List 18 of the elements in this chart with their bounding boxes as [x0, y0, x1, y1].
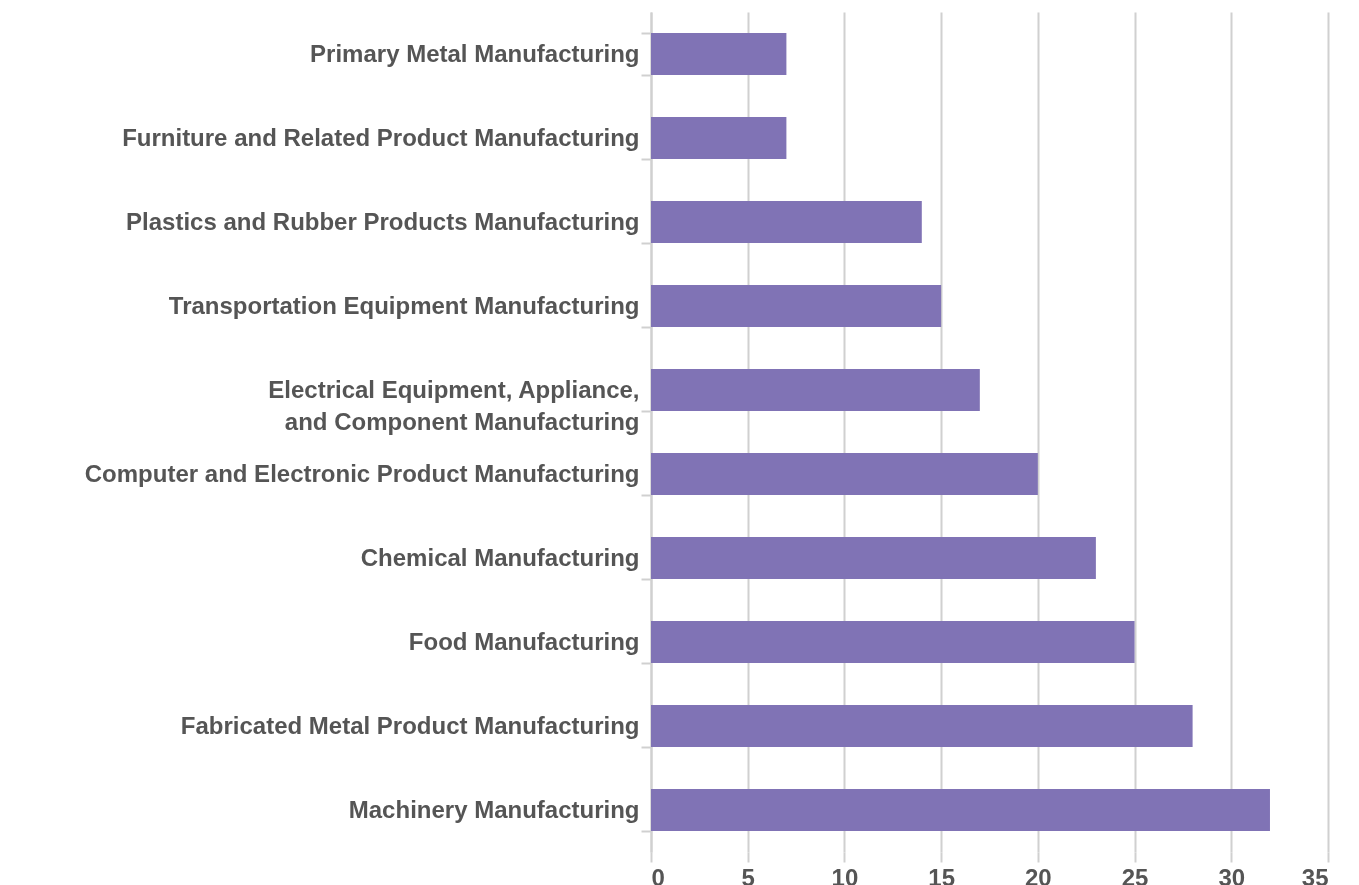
y-tick-label: Transportation Equipment Manufacturing: [168, 291, 640, 319]
y-tick-label: Chemical Manufacturing: [360, 543, 640, 571]
x-tick-label: 10: [831, 863, 859, 885]
x-tick-label: 25: [1121, 863, 1149, 885]
y-tick-label: Plastics and Rubber Products Manufacturing: [126, 207, 640, 235]
y-tick-label: Fabricated Metal Product Manufacturing: [180, 711, 640, 739]
y-tick-label: Furniture and Related Product Manufacturing: [122, 123, 640, 151]
x-tick-label: 15: [928, 863, 955, 885]
x-tick-label: 5: [741, 863, 755, 885]
y-tick-label: Machinery Manufacturing: [348, 795, 640, 823]
y-tick-label: Food Manufacturing: [408, 627, 640, 655]
y-tick-label: Electrical Equipment, Appliance, and Component Manufacturing: [268, 375, 640, 435]
x-tick-label: 20: [1025, 863, 1052, 885]
y-tick-label: Primary Metal Manufacturing: [310, 39, 640, 67]
x-tick-label: 35: [1301, 863, 1329, 885]
x-tick-label: 30: [1218, 863, 1246, 885]
y-tick-label: Computer and Electronic Product Manufacturing: [84, 459, 640, 487]
x-tick-label: 0: [651, 863, 665, 885]
